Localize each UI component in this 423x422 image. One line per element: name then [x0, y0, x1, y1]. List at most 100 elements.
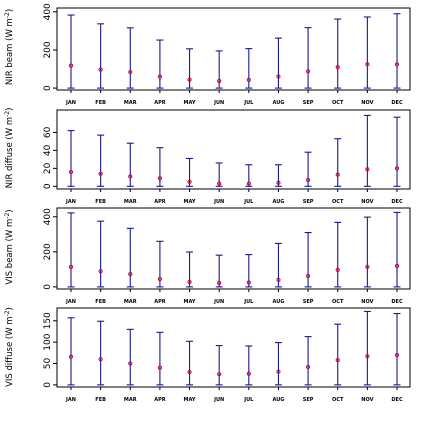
mean-point-dec: [394, 352, 400, 358]
mean-point-jan: [68, 63, 74, 68]
x-tick-label-oct: OCT: [332, 397, 344, 403]
ylabel-vis-diffuse: VIS diffuse (W m-2): [4, 307, 15, 387]
mean-point-dec: [394, 166, 400, 171]
y-tick-label: 20: [43, 162, 53, 174]
y-tick-label: 100: [43, 333, 53, 350]
mean-point-mar: [128, 361, 133, 366]
x-tick-label-apr: APR: [154, 397, 166, 403]
x-tick-label-nov: NOV: [361, 199, 373, 205]
mean-point-jun: [217, 280, 222, 286]
x-tick-label-may: MAY: [184, 299, 196, 305]
x-tick-label-sep: SEP: [303, 100, 314, 106]
x-tick-label-jan: JAN: [65, 199, 76, 205]
x-tick-label-jul: JUL: [243, 100, 254, 106]
mean-point-apr: [157, 276, 163, 282]
x-tick-label-apr: APR: [154, 100, 166, 106]
x-tick-label-may: MAY: [184, 199, 196, 205]
mean-point-may: [187, 77, 192, 82]
mean-point-oct: [335, 267, 340, 272]
x-tick-label-jun: JUN: [213, 299, 224, 305]
x-tick-label-jun: JUN: [213, 100, 224, 106]
mean-point-mar: [128, 174, 133, 179]
ylabel-nir-beam: NIR beam (W m-2): [4, 9, 15, 85]
x-tick-label-sep: SEP: [303, 199, 314, 205]
mean-point-may: [187, 369, 192, 375]
mean-point-dec: [394, 62, 400, 67]
mean-point-nov: [365, 264, 370, 270]
y-tick-label: 40: [43, 144, 53, 156]
x-tick-label-nov: NOV: [361, 397, 373, 403]
mean-point-jun: [217, 372, 222, 377]
y-tick-label: 200: [43, 41, 53, 58]
x-tick-label-dec: DEC: [391, 299, 403, 305]
x-tick-label-aug: AUG: [273, 299, 285, 305]
y-tick-label: 0: [43, 85, 53, 91]
y-tick-label: 200: [43, 243, 53, 260]
x-tick-label-may: MAY: [184, 100, 196, 106]
x-tick-label-sep: SEP: [303, 299, 314, 305]
mean-point-apr: [157, 176, 163, 181]
x-tick-label-apr: APR: [154, 199, 166, 205]
x-tick-label-aug: AUG: [273, 100, 285, 106]
mean-point-sep: [305, 364, 311, 370]
y-tick-label: 50: [43, 358, 53, 370]
y-tick-label: 150: [43, 312, 53, 329]
mean-point-nov: [365, 62, 370, 67]
x-tick-label-dec: DEC: [391, 100, 403, 106]
mean-point-jan: [68, 354, 74, 359]
x-tick-label-oct: OCT: [332, 100, 344, 106]
x-tick-label-jun: JUN: [213, 397, 224, 403]
mean-point-feb: [98, 67, 103, 72]
mean-point-oct: [335, 65, 340, 70]
x-tick-label-mar: MAR: [124, 299, 137, 305]
x-tick-label-jan: JAN: [65, 299, 76, 305]
x-tick-label-dec: DEC: [391, 397, 403, 403]
mean-point-apr: [157, 365, 163, 370]
mean-point-jul: [246, 77, 251, 82]
mean-point-jan: [68, 264, 74, 270]
mean-point-oct: [335, 172, 340, 177]
x-tick-label-jun: JUN: [213, 199, 224, 205]
x-tick-label-dec: DEC: [391, 199, 403, 205]
panel-nir-beam: NIR beam (W m-2) 0 200 400 JAN FEB MAR APR MAY J…: [4, 3, 411, 106]
mean-point-mar: [128, 271, 133, 277]
ylabel-vis-beam: VIS beam (W m-2): [4, 209, 15, 284]
mean-point-jun: [217, 78, 222, 84]
mean-point-may: [187, 279, 192, 285]
mean-point-mar: [128, 69, 133, 75]
mean-point-jan: [68, 169, 74, 175]
x-tick-label-jan: JAN: [65, 397, 76, 403]
x-tick-label-jul: JUL: [243, 199, 254, 205]
mean-point-jul: [246, 181, 251, 186]
x-tick-label-feb: FEB: [95, 397, 106, 403]
x-tick-label-feb: FEB: [95, 299, 106, 305]
panel-vis-beam: VIS beam (W m-2) 0 200 400 JAN FEB MAR APR MAY J…: [4, 207, 411, 305]
y-tick-label: 60: [43, 126, 53, 138]
y-tick-label: 400: [43, 3, 53, 20]
mean-point-feb: [98, 171, 103, 176]
mean-point-sep: [305, 177, 311, 183]
mean-point-aug: [276, 180, 281, 185]
mean-point-feb: [98, 269, 103, 274]
mean-point-feb: [98, 357, 103, 362]
x-tick-label-feb: FEB: [95, 100, 106, 106]
mean-point-apr: [157, 74, 163, 79]
y-tick-label: 0: [43, 284, 53, 290]
x-tick-label-nov: NOV: [361, 100, 373, 106]
x-tick-label-oct: OCT: [332, 299, 344, 305]
x-tick-label-mar: MAR: [124, 397, 137, 403]
x-tick-label-aug: AUG: [273, 397, 285, 403]
x-tick-label-jul: JUL: [243, 397, 254, 403]
x-tick-label-mar: MAR: [124, 100, 137, 106]
plot-frame: [56, 307, 411, 388]
y-tick-label: 400: [43, 208, 53, 225]
mean-point-aug: [276, 277, 281, 282]
x-tick-label-nov: NOV: [361, 299, 373, 305]
mean-point-jun: [217, 181, 222, 186]
mean-point-aug: [276, 74, 281, 79]
x-tick-label-oct: OCT: [332, 199, 344, 205]
mean-point-sep: [305, 273, 311, 279]
x-tick-label-aug: AUG: [273, 199, 285, 205]
panel-vis-diffuse: VIS diffuse (W m-2) 0 50 100 150 JAN FEB MAR AP…: [4, 307, 411, 403]
plot-frame: [56, 109, 411, 190]
